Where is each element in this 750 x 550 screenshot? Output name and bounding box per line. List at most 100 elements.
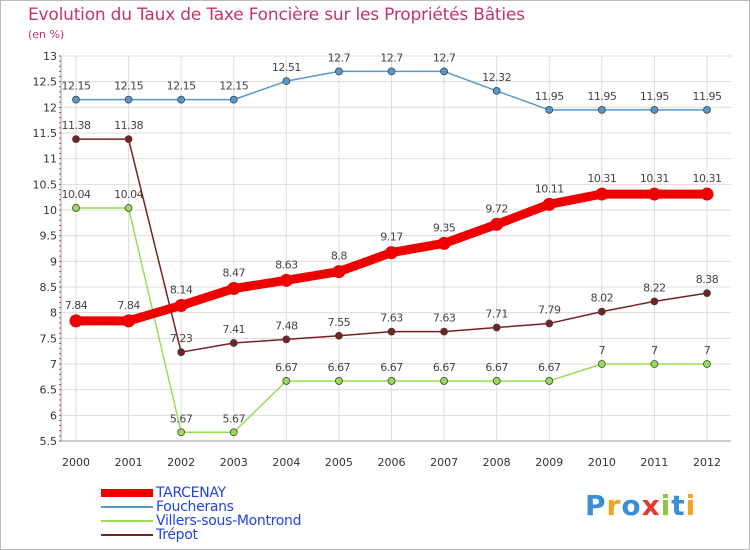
data-point [650, 360, 659, 368]
data-point [282, 335, 291, 344]
data-label: 12.7 [433, 51, 456, 64]
data-point [437, 236, 451, 250]
y-tick-label: 5.5 [40, 435, 58, 448]
logo-letter: i [685, 489, 697, 522]
data-label: 11.38 [62, 119, 91, 132]
legend-swatch [101, 489, 153, 497]
data-label: 7.79 [538, 303, 561, 316]
data-point [597, 307, 606, 316]
data-label: 7.84 [117, 299, 140, 312]
data-label: 6.67 [328, 361, 351, 374]
legend-label: Villers-sous-Montrond [156, 513, 302, 529]
data-label: 7.63 [380, 312, 403, 325]
data-label: 10.04 [62, 188, 91, 201]
data-label: 12.15 [62, 80, 91, 93]
logo-letter: t [671, 489, 686, 522]
y-tick-label: 11.5 [33, 127, 58, 140]
data-label: 11.95 [587, 90, 616, 103]
legend-label: TARCENAY [156, 485, 226, 501]
data-label: 10.11 [535, 182, 564, 195]
data-point [227, 282, 241, 296]
x-tick-label: 2007 [430, 456, 458, 469]
data-label: 10.04 [114, 188, 143, 201]
data-point [440, 327, 448, 336]
x-tick-label: 2003 [220, 456, 248, 469]
data-label: 7.84 [65, 299, 88, 312]
logo-letter: i [660, 489, 672, 522]
data-point [279, 273, 293, 287]
data-label: 6.67 [433, 361, 456, 374]
data-label: 12.7 [328, 51, 351, 64]
legend-label: Foucherans [156, 499, 234, 515]
data-label: 12.15 [114, 80, 143, 93]
data-point [174, 298, 188, 312]
data-label: 10.31 [587, 172, 616, 185]
data-point [335, 331, 343, 340]
data-point [72, 95, 80, 104]
data-point [229, 339, 238, 347]
legend-swatch [101, 534, 153, 536]
x-tick-label: 2011 [640, 456, 668, 469]
data-label: 11.38 [114, 119, 143, 132]
data-label: 7.55 [328, 316, 351, 329]
data-point [282, 77, 291, 86]
y-tick-label: 9.5 [40, 230, 58, 243]
chart-subtitle: (en %) [28, 28, 65, 41]
data-point [229, 428, 238, 437]
data-label: 8.47 [223, 267, 246, 280]
x-tick-label: 2004 [272, 456, 300, 469]
data-label: 7.41 [223, 323, 246, 336]
data-point [703, 289, 711, 298]
x-tick-label: 2001 [115, 456, 143, 469]
data-label: 9.17 [380, 231, 403, 244]
data-point [229, 95, 238, 104]
data-point [595, 187, 609, 201]
data-point [597, 360, 606, 368]
logo-letter: P [585, 489, 607, 522]
x-tick-label: 2010 [588, 456, 616, 469]
y-tick-label: 9 [50, 255, 57, 268]
x-tick-label: 2012 [693, 456, 721, 469]
data-label: 9.72 [485, 202, 508, 215]
data-point [650, 106, 659, 114]
data-point [335, 377, 343, 385]
logo-letter: x [641, 489, 661, 522]
data-label: 8.14 [170, 283, 193, 296]
data-point [545, 319, 554, 328]
data-label: 6.67 [538, 361, 561, 374]
data-point [332, 265, 346, 279]
data-label: 8.38 [696, 273, 719, 286]
y-tick-label: 13 [43, 50, 57, 63]
logo-letter: o [621, 489, 642, 522]
data-point [385, 246, 398, 260]
data-label: 11.95 [640, 90, 669, 103]
legend-label: Trépot [156, 527, 198, 543]
data-point [440, 67, 448, 76]
data-point [124, 135, 133, 144]
data-point [69, 314, 83, 328]
data-point [647, 187, 661, 201]
data-point [492, 377, 501, 385]
data-label: 12.32 [482, 71, 511, 84]
y-tick-label: 10 [43, 204, 57, 217]
data-point [545, 106, 554, 114]
data-label: 6.67 [380, 361, 403, 374]
data-point [177, 428, 186, 437]
x-tick-label: 2008 [483, 456, 511, 469]
data-point [72, 204, 80, 212]
y-tick-label: 11 [43, 153, 57, 166]
data-point [387, 67, 396, 76]
data-label: 8.02 [591, 292, 614, 305]
data-label: 7.48 [275, 319, 298, 332]
data-point [72, 135, 80, 144]
data-label: 9.35 [433, 221, 456, 234]
data-point [124, 95, 133, 104]
data-point [177, 348, 186, 357]
proxiti-logo: Proxiti [585, 489, 696, 522]
data-label: 8.22 [643, 281, 666, 294]
data-point [545, 377, 554, 385]
data-point [387, 327, 396, 336]
data-point [703, 106, 711, 114]
data-label: 12.15 [219, 80, 248, 93]
